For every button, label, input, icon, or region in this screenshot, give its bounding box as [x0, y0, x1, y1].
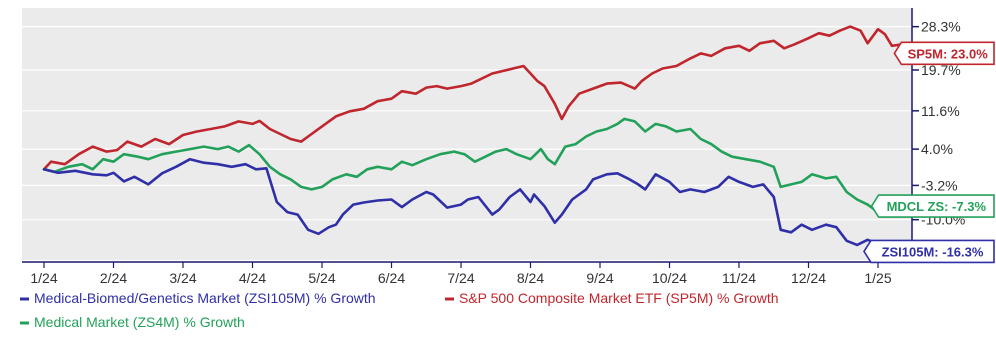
x-tick-label: 3/24	[169, 270, 196, 286]
y-tick-label: -3.2%	[921, 177, 958, 193]
legend-item-zsi105m: Medical-Biomed/Genetics Market (ZSI105M)…	[20, 290, 376, 306]
y-tick-label: 11.6%	[921, 103, 960, 119]
x-tick-label: 5/24	[308, 270, 335, 286]
badge-zs4m: MDCL ZS: -7.3%	[870, 194, 995, 218]
x-axis-ticks: 1/24 2/24 3/24 4/24 5/24 6/24 7/24 8/24 9/24 10/2…	[30, 262, 892, 286]
x-tick-label: 8/24	[517, 270, 544, 286]
x-tick-label: 12/24	[791, 270, 826, 286]
series-line-sp5m	[42, 25, 911, 171]
y-tick-label: 19.7%	[921, 62, 961, 78]
badge-label: ZSI105M: -16.3%	[882, 244, 984, 259]
badge-sp5m: SP5M: 23.0%	[893, 41, 995, 66]
x-tick-label: 9/24	[586, 270, 613, 286]
legend-item-sp5m: S&P 500 Composite Market ETF (SP5M) % Gr…	[445, 290, 779, 306]
x-tick-label: 4/24	[239, 270, 266, 286]
y-tick-label: 4.0%	[921, 141, 953, 157]
x-tick-label: 7/24	[447, 270, 474, 286]
x-tick-label: 1/25	[864, 270, 891, 286]
y-tick-label: 28.3%	[921, 19, 961, 35]
legend-label: Medical-Biomed/Genetics Market (ZSI105M)…	[34, 290, 376, 306]
legend: Medical-Biomed/Genetics Market (ZSI105M)…	[20, 290, 779, 330]
x-tick-label: 2/24	[100, 270, 127, 286]
legend-label: S&P 500 Composite Market ETF (SP5M) % Gr…	[459, 290, 779, 306]
badge-box	[893, 41, 995, 66]
legend-item-zs4m: Medical Market (ZS4M) % Growth	[20, 314, 245, 330]
badge-zsi105m: ZSI105M: -16.3%	[863, 239, 995, 264]
x-tick-label: 1/24	[30, 270, 57, 286]
series-line-zs4m	[42, 117, 911, 214]
x-tick-label: 11/24	[722, 270, 756, 286]
legend-label: Medical Market (ZS4M) % Growth	[34, 314, 245, 330]
badge-label: SP5M: 23.0%	[908, 46, 989, 61]
badge-box	[863, 239, 995, 264]
series-lines	[42, 25, 911, 253]
plot-background	[22, 8, 912, 260]
x-tick-label: 6/24	[378, 270, 405, 286]
grid-lines	[22, 26, 912, 221]
end-value-badges: ZSI105M: -16.3% SP5M: 23.0% MDCL ZS: -7.3%	[863, 41, 995, 264]
x-tick-label: 10/24	[652, 270, 687, 286]
series-line-zsi105m	[42, 157, 911, 253]
badge-box	[870, 194, 995, 218]
badge-label: MDCL ZS: -7.3%	[887, 199, 987, 214]
